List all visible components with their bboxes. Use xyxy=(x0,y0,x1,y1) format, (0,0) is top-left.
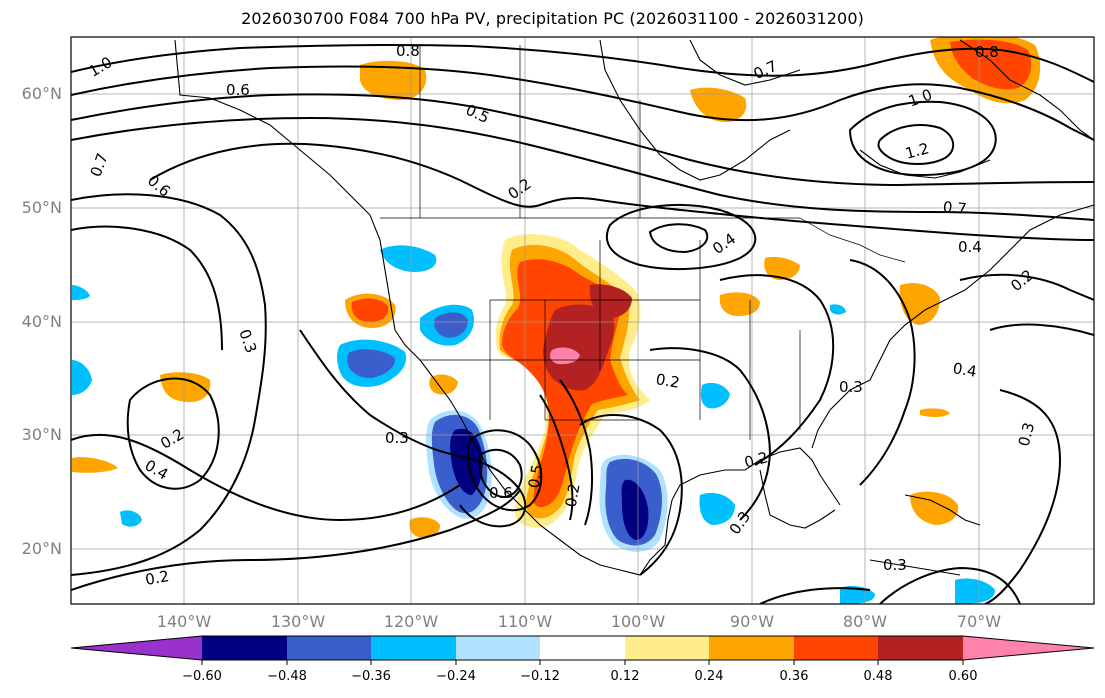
colorbar-tick-label: −0.12 xyxy=(520,669,560,684)
map-title: 2026030700 F084 700 hPa PV, precipitatio… xyxy=(241,9,864,28)
colorbar-tick-label: 0.60 xyxy=(949,669,978,684)
colorbar-tick-label: 0.36 xyxy=(780,669,809,684)
lon-label-80w: 80°W xyxy=(843,612,887,631)
lat-label-50n: 50°N xyxy=(22,198,62,217)
lon-label-100w: 100°W xyxy=(611,612,666,631)
lat-label-30n: 30°N xyxy=(22,425,62,444)
colorbar-segment xyxy=(794,636,878,660)
contour-label: 0.2 xyxy=(144,567,171,589)
colorbar-extend-left xyxy=(71,636,202,660)
lat-label-60n: 60°N xyxy=(22,84,62,103)
longitude-labels: 140°W 130°W 120°W 110°W 100°W 90°W 80°W … xyxy=(157,612,1001,631)
pv-contours xyxy=(71,43,1094,604)
lon-label-120w: 120°W xyxy=(384,612,439,631)
colorbar-segment xyxy=(202,636,287,660)
lat-label-20n: 20°N xyxy=(22,539,62,558)
lat-label-40n: 40°N xyxy=(22,312,62,331)
plot-frame xyxy=(70,36,1095,605)
political-borders xyxy=(380,45,906,440)
contour-label: 0.3 xyxy=(385,429,409,447)
lon-label-70w: 70°W xyxy=(957,612,1001,631)
contour-label: 0.6 xyxy=(226,81,250,99)
contour-label: 0.3 xyxy=(1015,421,1039,449)
contour-label: 0.2 xyxy=(562,482,584,509)
colorbar-segment xyxy=(709,636,794,660)
contour-label: 0.8 xyxy=(975,43,999,61)
contour-label: 0.6 xyxy=(489,484,513,502)
contour-label: 0.3 xyxy=(883,556,907,574)
colorbar-tick-label: 0.24 xyxy=(695,669,724,684)
colorbar: −0.60 −0.48 −0.36 −0.24 −0.12 0.12 0.24 … xyxy=(70,635,1095,684)
contour-label: 0.4 xyxy=(951,359,978,381)
colorbar-tick-label: −0.36 xyxy=(351,669,391,684)
contour-label: 0.2 xyxy=(742,448,770,472)
colorbar-tick-label: −0.60 xyxy=(182,669,222,684)
colorbar-tick-label: 0.12 xyxy=(611,669,640,684)
contour-label: 0.3 xyxy=(839,378,863,396)
colorbar-segment xyxy=(287,636,371,660)
contour-label: 0.2 xyxy=(654,370,681,392)
colorbar-tick-label: −0.24 xyxy=(436,669,476,684)
contour-label: 0.8 xyxy=(396,42,420,60)
colorbar-tick-label: 0.48 xyxy=(864,669,893,684)
colorbar-segment xyxy=(878,636,963,660)
colorbar-tick-label: −0.48 xyxy=(267,669,307,684)
coastlines xyxy=(174,39,1094,576)
contour-label: 0.7 xyxy=(942,198,967,218)
colorbar-segment xyxy=(625,636,709,660)
lon-label-140w: 140°W xyxy=(157,612,212,631)
contour-label: 0.4 xyxy=(958,238,982,256)
lon-label-110w: 110°W xyxy=(498,612,553,631)
lon-label-90w: 90°W xyxy=(730,612,774,631)
colorbar-extend-right xyxy=(963,636,1094,660)
contour-label: 1.2 xyxy=(903,139,931,163)
latitude-labels: 60°N 50°N 40°N 30°N 20°N xyxy=(22,84,62,558)
contour-label: 0.5 xyxy=(525,463,547,490)
colorbar-segment xyxy=(371,636,456,660)
colorbar-segment xyxy=(456,636,540,660)
colorbar-segment xyxy=(540,636,625,660)
lon-label-130w: 130°W xyxy=(271,612,326,631)
